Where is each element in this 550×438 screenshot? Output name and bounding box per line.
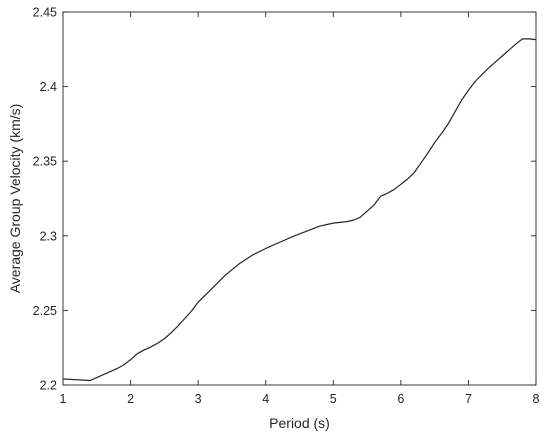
y-tick-label: 2.35 xyxy=(33,155,57,169)
x-tick-label: 2 xyxy=(127,392,134,406)
y-tick-label: 2.4 xyxy=(40,80,57,94)
x-tick-label: 6 xyxy=(397,392,404,406)
plot-frame xyxy=(62,11,537,386)
x-tick-label: 4 xyxy=(262,392,269,406)
x-tick-label: 5 xyxy=(330,392,337,406)
y-tick-label: 2.25 xyxy=(33,304,57,318)
x-tick-label: 8 xyxy=(533,392,540,406)
x-tick-label: 7 xyxy=(465,392,472,406)
x-tick-label: 3 xyxy=(195,392,202,406)
y-tick-label: 2.3 xyxy=(40,229,57,243)
y-tick-label: 2.45 xyxy=(33,6,57,20)
y-tick-label: 2.2 xyxy=(40,379,57,393)
x-tick-label: 1 xyxy=(60,392,67,406)
y-axis-label: Average Group Velocity (km/s) xyxy=(7,104,23,294)
series-line-average-group-velocity xyxy=(62,38,537,382)
x-axis-label: Period (s) xyxy=(269,415,330,431)
tick-labels-layer: 1 2 3 4 5 6 7 8 2.2 2.25 2.3 2.35 2.4 2.45 xyxy=(33,6,540,407)
